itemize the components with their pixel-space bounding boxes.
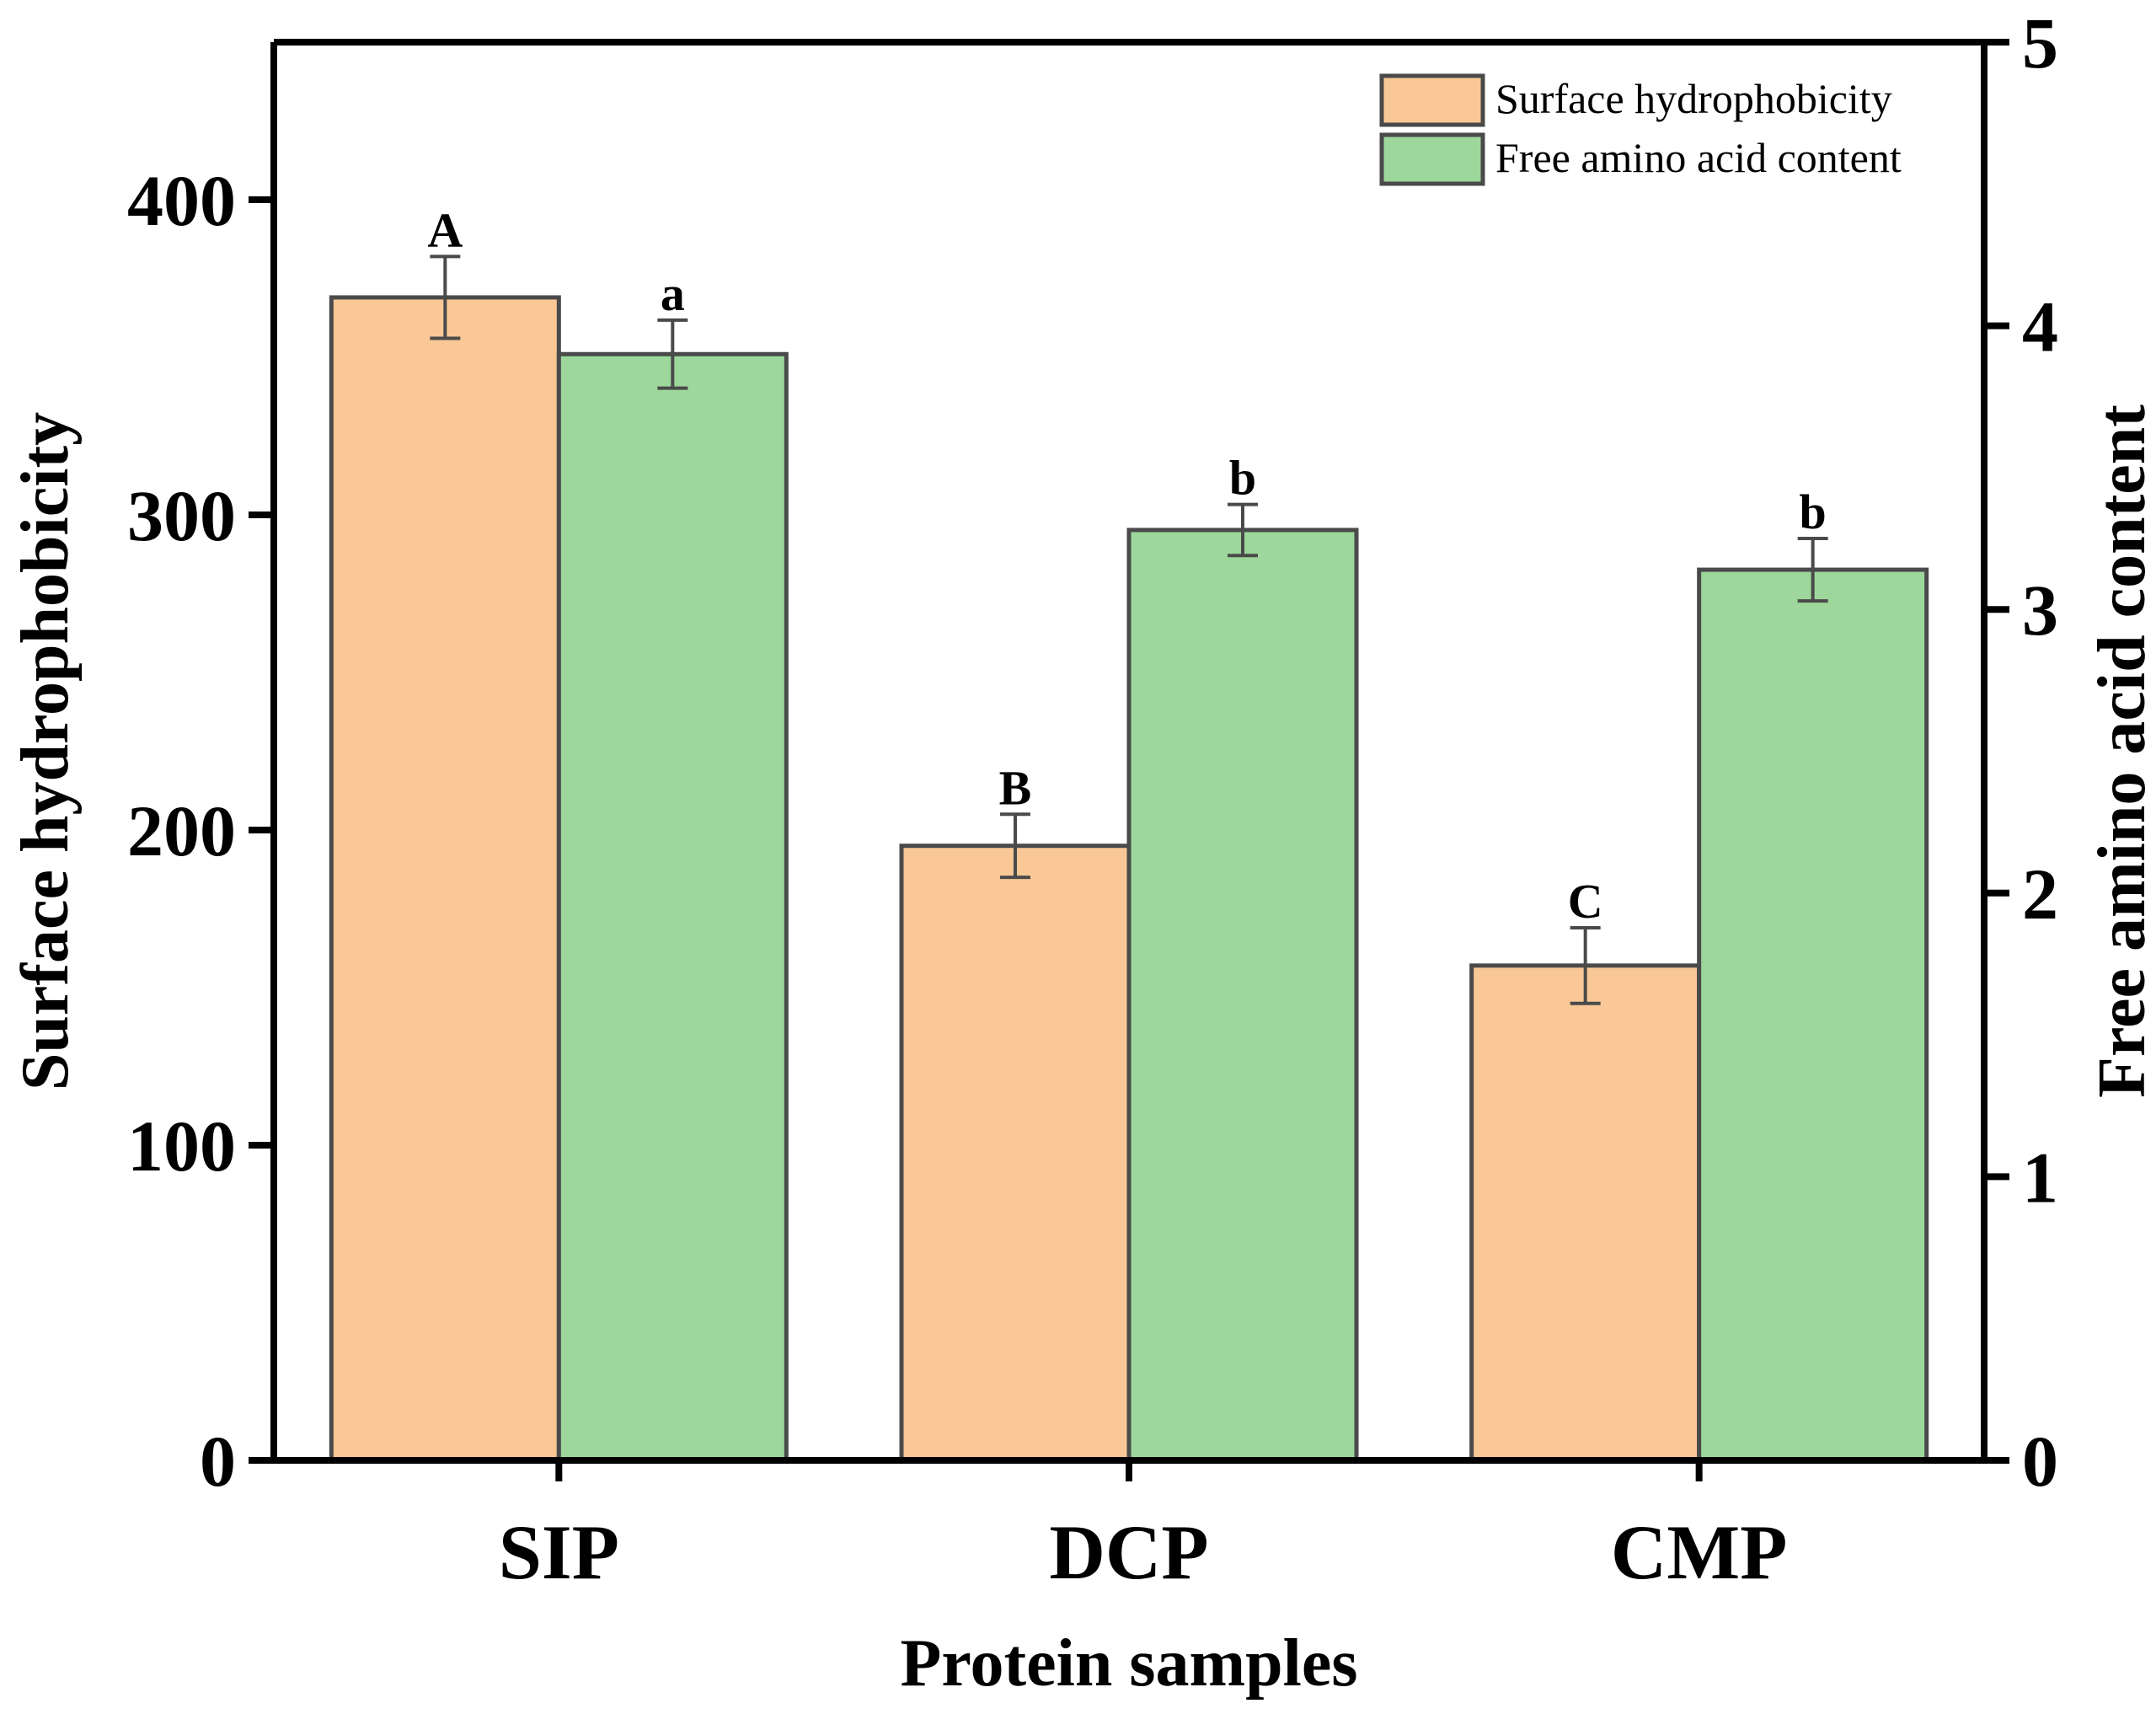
right-y-tick-label-2: 2: [2022, 854, 2058, 935]
x-tick-label-cmp: CMP: [1611, 1509, 1787, 1595]
significance-label-dcp-0: B: [999, 760, 1032, 815]
legend-label-surface-hydrophobicity: Surface hydrophobicity: [1495, 75, 1892, 122]
legend: Surface hydrophobicity Free amino acid co…: [1379, 73, 1902, 186]
right-y-tick-label-5: 5: [2022, 3, 2058, 83]
bar-surface-hydrophobicity-sip: [329, 295, 561, 1463]
significance-label-dcp-1: b: [1229, 451, 1256, 506]
significance-label-sip-0: A: [427, 202, 463, 257]
left-y-tick-label-0: 0: [200, 1421, 236, 1502]
legend-swatch-free-amino-acid: [1379, 132, 1485, 186]
left-y-tick-label-200: 200: [127, 790, 236, 871]
right-y-axis-title: Free amino acid content: [2085, 404, 2156, 1098]
significance-label-cmp-0: C: [1568, 874, 1603, 929]
x-tick-label-sip: SIP: [499, 1509, 619, 1595]
bar-free-amino-acid-dcp: [1126, 528, 1359, 1463]
right-y-tick-label-0: 0: [2022, 1421, 2058, 1502]
right-y-tick-label-1: 1: [2022, 1137, 2058, 1218]
plot-area: Aa Bb Cb: [329, 202, 1929, 1463]
significance-label-sip-1: a: [661, 266, 685, 321]
bar-free-amino-acid-sip: [556, 351, 789, 1463]
x-tick-label-dcp: DCP: [1049, 1509, 1208, 1595]
axes: SIP DCP CMP 0 100 200 300 400 0 1 2 3 4 5: [127, 3, 2058, 1595]
right-y-tick-label-4: 4: [2022, 287, 2058, 367]
left-y-tick-label-400: 400: [127, 160, 236, 241]
bar-surface-hydrophobicity-dcp: [899, 844, 1131, 1463]
bar-surface-hydrophobicity-cmp: [1469, 963, 1702, 1463]
left-y-axis-title: Surface hydrophobicity: [8, 412, 83, 1090]
x-axis-title: Protein samples: [901, 1626, 1358, 1701]
legend-swatch-surface-hydrophobicity: [1379, 73, 1485, 127]
left-y-tick-label-300: 300: [127, 475, 236, 556]
right-y-tick-label-3: 3: [2022, 570, 2058, 651]
significance-label-cmp-1: b: [1800, 485, 1827, 539]
legend-label-free-amino-acid: Free amino acid content: [1495, 134, 1902, 181]
bar-free-amino-acid-cmp: [1697, 567, 1929, 1463]
left-y-tick-label-100: 100: [127, 1106, 236, 1186]
